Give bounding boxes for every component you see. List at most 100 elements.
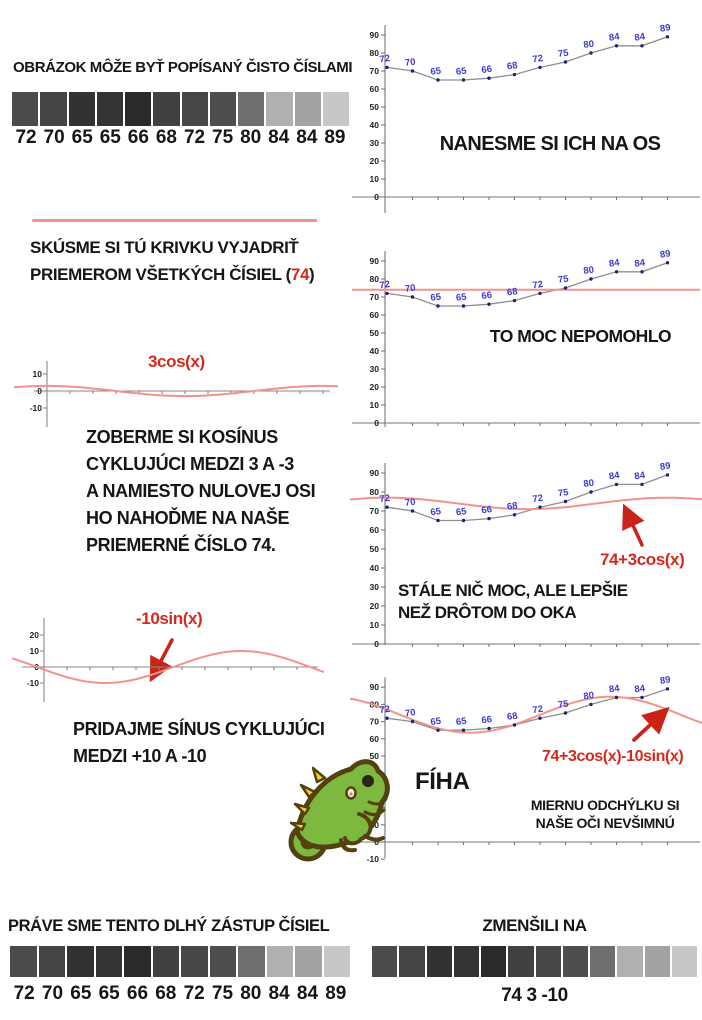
- pixel-value: 84: [296, 983, 319, 1004]
- svg-text:80: 80: [370, 274, 380, 284]
- pixel-strip-bottom-left: [10, 946, 350, 977]
- svg-text:84: 84: [608, 470, 621, 482]
- pixel-value: 72: [13, 983, 35, 1004]
- sine-explainer-text: PRIDAJME SÍNUS CYKLUJÚCI MEDZI +10 A -10: [73, 716, 363, 770]
- y-tick-labels: 10 0 -10: [30, 369, 43, 413]
- svg-text:65: 65: [430, 65, 443, 77]
- point-value-labels: 72 70 65 65 66 68 72 75 80 84 84 89: [379, 248, 672, 304]
- cos-function-label: 3cos(x): [148, 352, 205, 371]
- svg-text:30: 30: [370, 582, 380, 592]
- svg-text:68: 68: [506, 60, 518, 72]
- function-curve: [13, 384, 339, 398]
- pixel-cell: [181, 92, 208, 126]
- pixel-value: 84: [296, 127, 318, 148]
- svg-text:65: 65: [430, 506, 443, 518]
- pixel-cell: [67, 946, 94, 977]
- svg-text:84: 84: [608, 257, 621, 269]
- svg-text:65: 65: [430, 291, 443, 303]
- pixel-value: 80: [240, 983, 262, 1004]
- svg-text:80: 80: [583, 690, 595, 702]
- pixel-cell: [323, 946, 350, 977]
- pixel-value: 80: [240, 127, 262, 148]
- pixel-values-top: 72 70 65 65 66 68 72 75 80 84 84 89: [12, 127, 349, 149]
- cosine-explainer-text: ZOBERME SI KOSÍNUS CYKLUJÚCI MEDZI 3 A -…: [86, 424, 361, 559]
- svg-text:90: 90: [370, 256, 380, 266]
- svg-text:70: 70: [370, 506, 380, 516]
- chameleon-illustration: [288, 759, 390, 862]
- pixel-values-bottom-left: 72 70 65 65 66 68 72 75 80 84 84 89: [10, 983, 350, 1005]
- pixel-value: 84: [268, 983, 290, 1004]
- bottom-left-caption: PRÁVE SME TENTO DLHÝ ZÁSTUP ČÍSIEL: [8, 917, 330, 935]
- pixel-cell: [671, 946, 697, 977]
- pixel-cell: [181, 946, 208, 977]
- svg-text:20: 20: [370, 156, 380, 166]
- data-line: [386, 36, 668, 81]
- svg-text:70: 70: [404, 497, 416, 509]
- pixel-cell: [481, 946, 507, 977]
- svg-text:75: 75: [557, 698, 570, 710]
- svg-text:0: 0: [374, 837, 379, 847]
- pixel-cell: [426, 946, 452, 977]
- svg-text:30: 30: [370, 138, 380, 148]
- svg-text:89: 89: [659, 674, 671, 686]
- svg-text:-10: -10: [367, 854, 380, 864]
- pixel-cell: [238, 946, 265, 977]
- svg-text:75: 75: [557, 487, 570, 499]
- svg-text:50: 50: [370, 328, 380, 338]
- pixel-cell: [209, 92, 236, 126]
- pixel-value: 70: [41, 983, 64, 1004]
- svg-text:72: 72: [379, 279, 391, 291]
- point-value-labels: 72 70 65 65 66 68 72 75 80 84 84 89: [379, 674, 672, 728]
- cosine-mini-chart: 10 0 -10: [13, 361, 339, 427]
- svg-text:60: 60: [370, 734, 380, 744]
- pixel-value: 89: [325, 983, 347, 1004]
- pixel-value: 84: [268, 127, 290, 148]
- svg-text:0: 0: [374, 639, 379, 648]
- svg-text:65: 65: [455, 716, 468, 728]
- pixel-cell: [95, 946, 122, 977]
- svg-text:75: 75: [557, 47, 570, 59]
- chart4-note-line1: MIERNU ODCHÝLKU SI: [530, 797, 680, 813]
- function-curve: [11, 650, 325, 684]
- pixel-cell: [617, 946, 643, 977]
- svg-text:70: 70: [404, 707, 416, 719]
- svg-text:80: 80: [370, 48, 380, 58]
- data-line: [386, 474, 668, 522]
- cosine-explainer-line3: A NAMIESTO NULOVEJ OSI: [86, 481, 316, 501]
- pixel-value: 66: [127, 127, 149, 148]
- pixel-cell: [535, 946, 561, 977]
- pixel-value: 68: [155, 983, 177, 1004]
- svg-text:10: 10: [370, 620, 380, 630]
- axes: [22, 618, 318, 702]
- pixel-value: 70: [43, 127, 65, 148]
- pixel-cell: [40, 92, 67, 126]
- svg-text:66: 66: [481, 504, 493, 516]
- svg-text:84: 84: [634, 257, 647, 269]
- chart4-note-line2: NAŠE OČI NEVŠIMNÚ: [535, 814, 675, 831]
- svg-text:10: 10: [370, 400, 380, 410]
- y-tick-labels: 0 10 20 30 40 50 60 70 80 90: [370, 30, 380, 202]
- pixel-cell: [38, 946, 65, 977]
- pixel-cell: [295, 946, 322, 977]
- svg-text:80: 80: [583, 39, 595, 51]
- svg-text:-10: -10: [30, 403, 43, 413]
- pixel-value: 75: [212, 127, 234, 148]
- chart4-caption: FÍHA: [415, 768, 470, 795]
- bottom-right-caption: ZMENŠILI NA: [482, 916, 587, 935]
- axes: [352, 251, 700, 427]
- pixel-value: 75: [211, 983, 234, 1004]
- pixel-cell: [96, 92, 123, 126]
- approx-overlay-curve: [350, 496, 702, 511]
- svg-text:80: 80: [583, 478, 595, 490]
- svg-text:70: 70: [370, 66, 380, 76]
- svg-text:-10: -10: [27, 678, 40, 688]
- svg-text:72: 72: [532, 53, 544, 65]
- cosine-explainer-line5: PRIEMERNÉ ČÍSLO 74.: [86, 535, 276, 555]
- point-value-labels: 72 70 65 65 66 68 72 75 80 84 84 89: [379, 22, 672, 78]
- svg-text:89: 89: [659, 22, 671, 34]
